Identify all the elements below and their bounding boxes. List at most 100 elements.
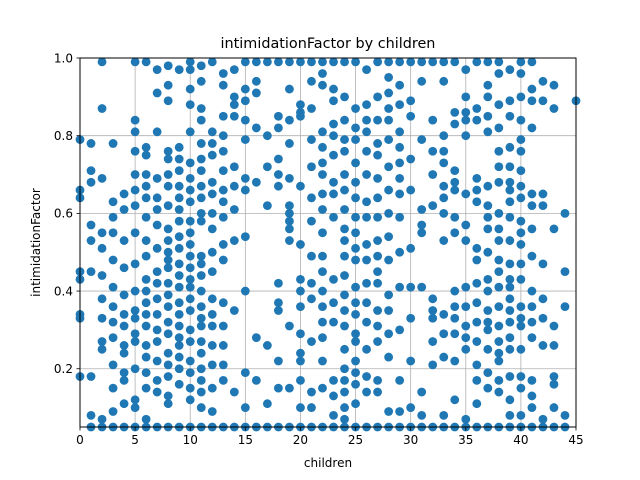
scatter-point (527, 391, 537, 401)
scatter-point (174, 142, 184, 152)
scatter-point (141, 150, 151, 160)
scatter-point (494, 321, 504, 331)
scatter-point (119, 236, 129, 245)
scatter-point (185, 216, 195, 226)
scatter-point (307, 162, 316, 172)
scatter-point (307, 76, 316, 86)
scatter-point (362, 100, 371, 110)
scatter-point (196, 321, 206, 331)
scatter-point (340, 170, 349, 179)
scatter-point (108, 360, 118, 370)
x-axis-ticks: 0 5 10 15 20 25 30 35 40 45 (76, 427, 584, 447)
scatter-point (494, 282, 504, 292)
scatter-point (174, 181, 184, 191)
scatter-point (152, 220, 162, 230)
scatter-point (86, 236, 96, 245)
scatter-point (130, 57, 140, 67)
scatter-point (108, 255, 118, 265)
scatter-point (152, 375, 162, 385)
scatter-point (207, 294, 217, 304)
scatter-point (207, 341, 217, 350)
scatter-point (439, 193, 449, 203)
scatter-point (185, 251, 195, 261)
scatter-point (296, 275, 305, 284)
scatter-point (538, 201, 548, 211)
scatter-point (461, 414, 471, 424)
scatter-point (141, 251, 151, 261)
scatter-point (549, 403, 559, 412)
scatter-point (318, 317, 327, 327)
scatter-point (141, 309, 151, 319)
scatter-point (262, 57, 272, 67)
scatter-point (174, 216, 184, 226)
scatter-point (218, 69, 228, 78)
scatter-point (163, 360, 173, 370)
scatter-point (472, 298, 482, 308)
scatter-point (439, 57, 449, 67)
scatter-point (152, 337, 162, 346)
scatter-point (340, 185, 349, 195)
scatter-point (483, 111, 493, 121)
scatter-point (516, 57, 526, 67)
scatter-point (450, 395, 460, 405)
scatter-point (505, 344, 515, 354)
scatter-point (307, 104, 316, 113)
scatter-point (163, 255, 173, 265)
scatter-point (406, 57, 416, 67)
scatter-point (439, 309, 449, 319)
scatter-point (428, 146, 438, 156)
scatter-point (141, 298, 151, 308)
scatter-point (516, 92, 526, 102)
scatter-point (340, 387, 349, 397)
scatter-point (207, 247, 217, 257)
x-tick-label: 25 (348, 433, 363, 447)
scatter-point (307, 135, 316, 144)
scatter-point (384, 208, 394, 218)
scatter-point (130, 127, 140, 137)
scatter-point (119, 290, 129, 300)
scatter-point (307, 403, 316, 412)
scatter-point (86, 177, 96, 187)
scatter-point (351, 337, 360, 346)
scatter-point (141, 383, 151, 393)
scatter-point (395, 407, 405, 416)
scatter-point (439, 208, 449, 218)
scatter-point (174, 282, 184, 292)
scatter-point (218, 360, 228, 370)
scatter-point (329, 57, 338, 67)
scatter-point (163, 348, 173, 358)
scatter-point (439, 131, 449, 141)
scatter-point (318, 142, 327, 152)
scatter-point (483, 317, 493, 327)
scatter-point (472, 360, 482, 370)
scatter-point (549, 80, 559, 90)
scatter-point (119, 189, 129, 199)
scatter-point (218, 212, 228, 222)
scatter-point (141, 142, 151, 152)
scatter-point (395, 127, 405, 137)
scatter-point (483, 224, 493, 234)
scatter-point (152, 294, 162, 304)
scatter-point (329, 189, 338, 199)
scatter-point (274, 356, 283, 366)
scatter-point (494, 208, 504, 218)
scatter-point (494, 267, 504, 277)
scatter-point (527, 57, 537, 67)
scatter-point (141, 321, 151, 331)
scatter-point (527, 84, 537, 94)
scatter-point (296, 329, 305, 339)
scatter-point (472, 104, 482, 113)
scatter-point (384, 255, 394, 265)
scatter-point (362, 255, 371, 265)
scatter-point (450, 57, 460, 67)
scatter-point (207, 224, 217, 234)
scatter-point (108, 197, 118, 207)
scatter-point (141, 212, 151, 222)
scatter-point (439, 181, 449, 191)
scatter-point (549, 372, 559, 381)
scatter-point (560, 302, 570, 311)
scatter-point (285, 236, 294, 245)
scatter-point (516, 321, 526, 331)
scatter-point (483, 80, 493, 90)
scatter-point (340, 364, 349, 374)
